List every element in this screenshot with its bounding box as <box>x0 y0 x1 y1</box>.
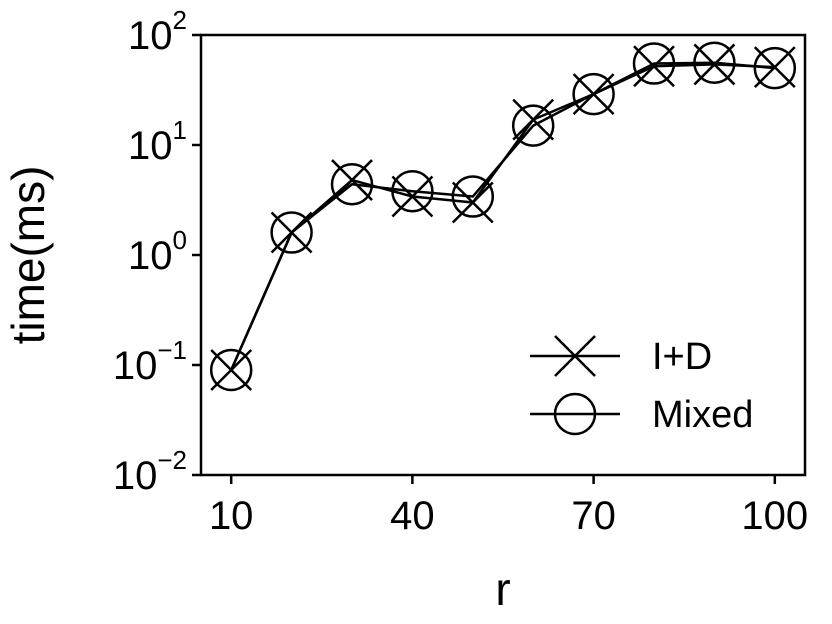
y-tick-label: 10−1 <box>113 335 187 388</box>
circle-marker <box>451 175 495 218</box>
series-line <box>230 61 775 371</box>
series-layer <box>209 41 797 392</box>
x-tick-label: 100 <box>741 494 808 538</box>
legend-item: I+D <box>530 335 712 378</box>
x-axis-label: r <box>495 563 510 615</box>
circle-marker <box>511 104 555 147</box>
circle-marker <box>209 348 253 392</box>
legend-marker <box>554 335 596 377</box>
legend-label: Mixed <box>652 394 753 436</box>
series-mixed <box>209 41 797 392</box>
legend: I+D Mixed <box>530 335 753 436</box>
y-tick-label: 102 <box>128 5 187 58</box>
series-line <box>230 63 775 371</box>
legend-marker <box>553 392 597 436</box>
circle-marker <box>753 46 797 90</box>
circle-marker <box>330 162 374 206</box>
x-marker <box>451 181 494 224</box>
ticks-layer: 10 40 70 100 10−2 10−1 100 101 102 <box>113 5 808 538</box>
circle-marker <box>270 211 313 254</box>
x-marker <box>512 98 555 141</box>
y-axis-label: time(ms) <box>2 166 54 345</box>
circle-marker <box>391 169 434 213</box>
x-marker <box>391 175 434 218</box>
circle-marker <box>693 41 736 84</box>
legend-label: I+D <box>652 336 712 378</box>
circle-marker <box>632 42 676 85</box>
y-tick-label: 101 <box>128 115 187 168</box>
circle-marker <box>572 72 615 116</box>
legend-item: Mixed <box>530 392 753 436</box>
x-tick-label: 40 <box>390 494 435 538</box>
x-tick-label: 70 <box>571 494 616 538</box>
x-tick-label: 10 <box>209 494 254 538</box>
y-tick-label: 100 <box>128 225 187 278</box>
y-tick-label: 10−2 <box>113 445 187 498</box>
